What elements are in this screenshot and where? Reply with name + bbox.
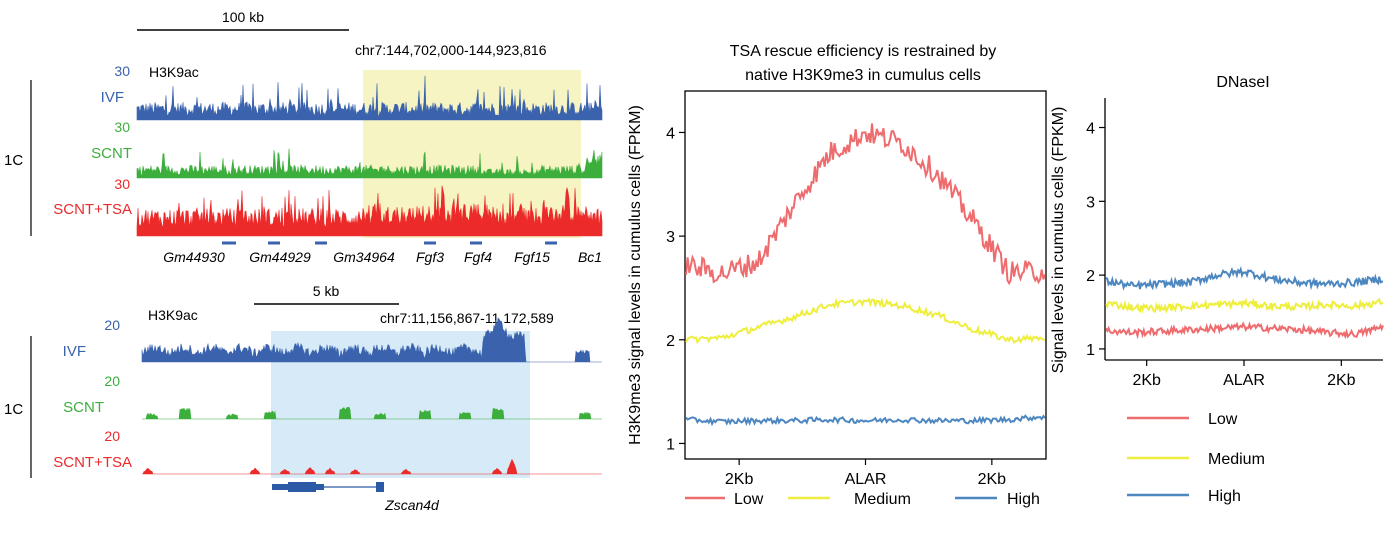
series-line-high [685, 414, 1046, 427]
track-panel-2: 5 kb chr7:11,156,867-11,172,589 H3K9ac 1… [4, 283, 602, 513]
gene-exon [272, 484, 288, 490]
gene-label: Gm34964 [333, 249, 395, 265]
track-max-ivf: 20 [104, 317, 120, 333]
track-signal-scnt [136, 148, 603, 179]
legend-label: High [1007, 491, 1040, 508]
track-signal-ivf [141, 317, 602, 363]
y-tick-label: 4 [666, 125, 675, 142]
y-tick-label: 3 [1086, 194, 1095, 211]
gene-label: Gm44930 [163, 249, 225, 265]
track-signal-ivf [136, 75, 603, 121]
track-max-tsa: 30 [114, 176, 130, 192]
legend-label: High [1208, 488, 1241, 505]
chart-dnasei: DNaseI Signal levels in cumulus cells (F… [1050, 74, 1384, 505]
y-tick-label: 2 [666, 333, 675, 350]
chart-marks: 1 2 3 4 2Kb ALAR 2Kb Low Medium High [666, 123, 1046, 508]
track-label-ivf: IVF [63, 343, 86, 360]
series-line-medium [1105, 297, 1384, 314]
track-max-ivf: 30 [114, 63, 130, 79]
y-tick-label: 1 [1086, 342, 1095, 359]
chart-marks: 1 2 3 4 2Kb ALAR 2Kb Low Medium High [1086, 121, 1384, 505]
mark-label: H3K9ac [148, 307, 198, 323]
track-label-tsa: SCNT+TSA [53, 454, 132, 471]
chart-tsa-rescue: TSA rescue efficiency is restrained by n… [627, 43, 1047, 508]
y-tick-label: 3 [666, 229, 675, 246]
chart-title-line-2: native H3K9me3 in cumulus cells [745, 67, 981, 84]
gene-label: Bc1 [578, 249, 602, 265]
y-tick-label: 1 [666, 436, 675, 453]
coord-label: chr7:11,156,867-11,172,589 [380, 310, 554, 326]
gene-exon [288, 482, 316, 492]
series-line-low [1105, 321, 1384, 340]
x-tick-label: 2Kb [725, 471, 754, 488]
track-signal-tsa [142, 458, 602, 475]
x-tick-label: ALAR [1223, 372, 1265, 389]
scale-label: 100 kb [222, 9, 264, 25]
chart-title: DNaseI [1216, 74, 1269, 91]
gene-label: Fgf4 [464, 249, 492, 265]
x-tick-label: ALAR [845, 471, 887, 488]
x-tick-label: 2Kb [978, 471, 1007, 488]
y-tick-label: 2 [1086, 268, 1095, 285]
plot-frame [684, 90, 1047, 460]
gene-label: Gm44929 [249, 249, 311, 265]
y-tick-label: 4 [1086, 121, 1095, 138]
track-label-scnt: SCNT [63, 399, 104, 416]
track-signal-scnt [142, 406, 602, 420]
gene-exon [316, 484, 324, 490]
gene-exon [376, 482, 384, 492]
legend-label: Low [734, 491, 764, 508]
track-max-scnt: 30 [114, 119, 130, 135]
track-max-scnt: 20 [104, 373, 120, 389]
track-signal-tsa [136, 185, 603, 237]
legend-label: Low [1208, 411, 1238, 428]
track-label-ivf: IVF [101, 89, 124, 106]
legend-label: Medium [1208, 451, 1265, 468]
series-line-low [685, 123, 1046, 286]
track-panel-1: 100 kb chr7:144,702,000-144,923,816 H3K9… [4, 9, 603, 265]
group-label: 1C [4, 401, 23, 418]
scale-label: 5 kb [313, 283, 340, 299]
track-max-tsa: 20 [104, 428, 120, 444]
track-label-tsa: SCNT+TSA [53, 201, 132, 218]
x-tick-label: 2Kb [1132, 372, 1161, 389]
coord-label: chr7:144,702,000-144,923,816 [355, 42, 547, 58]
group-label: 1C [4, 152, 23, 169]
gene-label: Fgf15 [514, 249, 550, 265]
track-label-scnt: SCNT [91, 145, 132, 162]
y-axis-label: Signal levels in cumulus cells (FPKM) [1050, 107, 1067, 374]
chart-title-line-1: TSA rescue efficiency is restrained by [730, 43, 997, 60]
series-line-medium [685, 297, 1046, 345]
legend-label: Medium [854, 491, 911, 508]
gene-label: Zscan4d [384, 497, 440, 513]
series-line-high [1105, 265, 1384, 291]
mark-label: H3K9ac [149, 64, 199, 80]
gene-label: Fgf3 [416, 249, 444, 265]
gene-model [272, 482, 384, 492]
x-tick-label: 2Kb [1327, 372, 1356, 389]
y-axis-label: H3K9me3 signal levels in cumulus cells (… [627, 105, 644, 445]
